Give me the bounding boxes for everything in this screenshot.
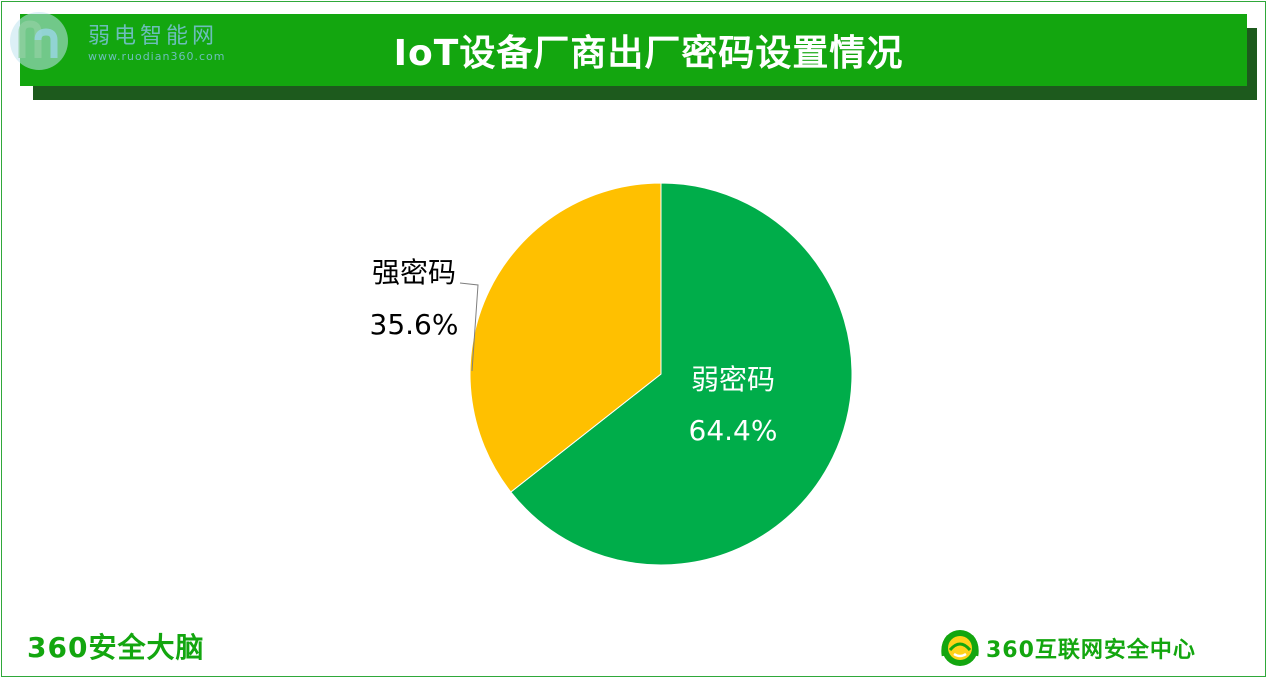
slice-label-category: 弱密码 [691,363,775,396]
pie-slice [510,182,853,566]
watermark: 弱电智能网 www.ruodian360.com [8,10,248,72]
rd-leaf-logo-icon [10,12,68,70]
slice-label-category: 强密码 [372,256,456,289]
pie-slice [469,182,662,493]
slice-label-percent: 64.4% [689,414,778,447]
title-banner: IoT设备厂商出厂密码设置情况 [20,14,1247,86]
page-title: IoT设备厂商出厂密码设置情况 [393,33,904,74]
footer-brand-right: 360互联网安全中心 [940,626,1196,670]
360-shield-logo-icon [941,630,979,666]
slice-label-percent: 35.6% [370,308,459,341]
watermark-name: 弱电智能网 [88,24,219,49]
watermark-url: www.ruodian360.com [88,50,226,63]
footer-brand-left: 360安全大脑 [27,631,205,664]
footer-brand-right-text: 360互联网安全中心 [986,638,1196,663]
leader-line [459,282,479,372]
